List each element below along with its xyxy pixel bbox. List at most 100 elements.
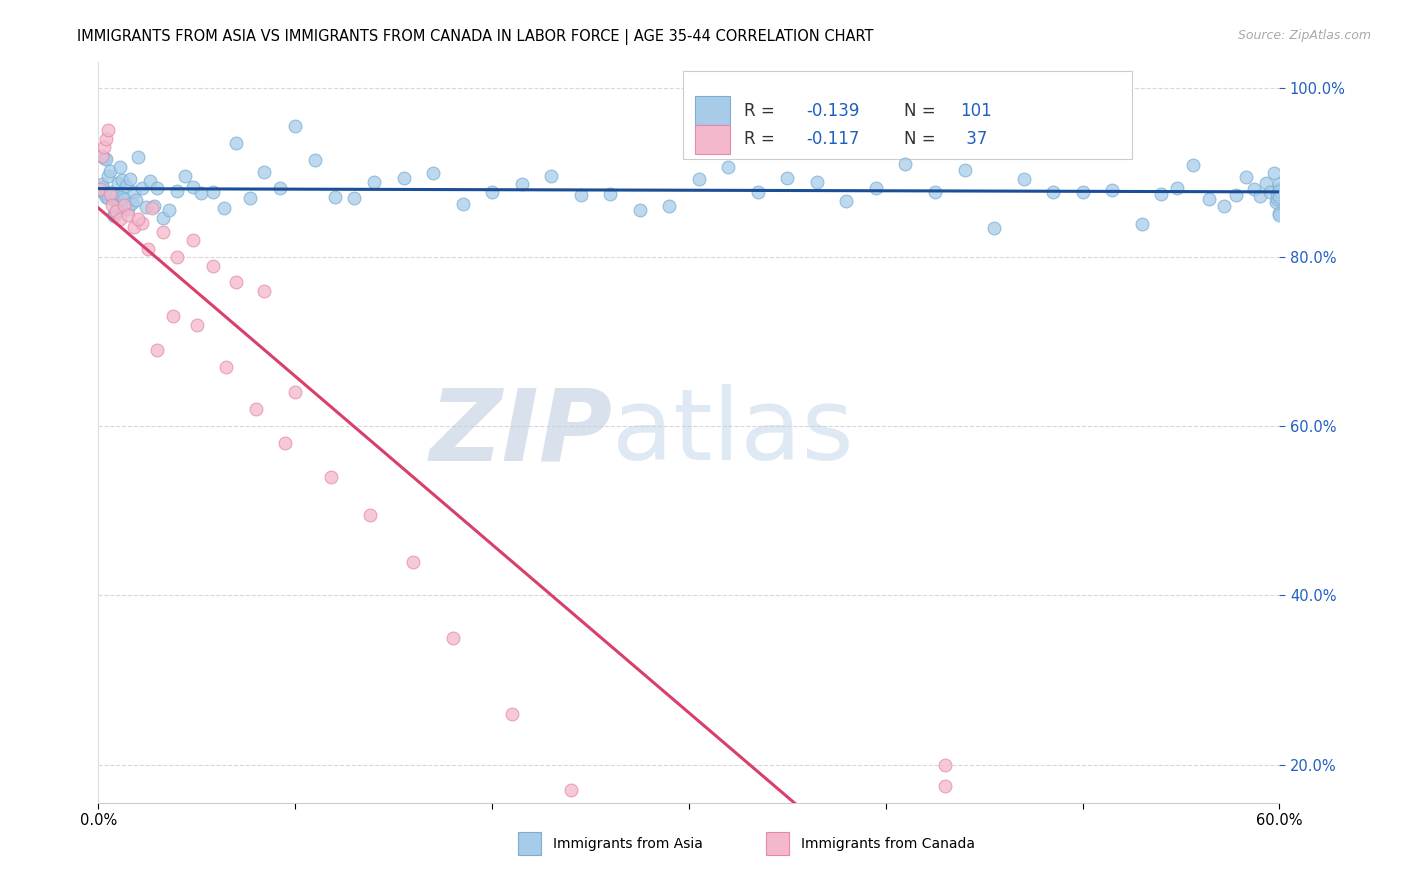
Point	[934, 779, 956, 793]
Point	[688, 171, 710, 186]
Point	[1258, 185, 1281, 199]
Point	[201, 259, 224, 273]
Point	[274, 436, 297, 450]
Point	[953, 162, 976, 177]
Point	[441, 631, 464, 645]
Point	[152, 211, 174, 225]
Point	[510, 178, 533, 192]
Point	[1071, 185, 1094, 199]
Point	[105, 189, 128, 203]
Point	[131, 216, 153, 230]
Point	[540, 169, 562, 184]
Point	[146, 343, 169, 358]
Point	[190, 186, 212, 200]
Point	[284, 385, 307, 400]
Point	[1268, 182, 1291, 196]
Point	[1268, 208, 1291, 222]
Point	[658, 199, 681, 213]
Point	[776, 171, 799, 186]
Point	[392, 170, 415, 185]
Point	[201, 186, 224, 200]
Point	[157, 202, 180, 217]
Point	[1150, 187, 1173, 202]
Point	[569, 188, 592, 202]
Point	[1181, 158, 1204, 172]
Point	[111, 190, 134, 204]
Point	[117, 202, 139, 216]
Point	[122, 220, 145, 235]
Point	[1268, 206, 1291, 220]
Point	[319, 470, 342, 484]
Point	[96, 152, 118, 166]
Point	[135, 200, 157, 214]
Point	[166, 250, 188, 264]
Point	[865, 181, 887, 195]
Point	[98, 185, 121, 199]
Point	[103, 207, 125, 221]
Point	[89, 182, 111, 196]
Text: R =: R =	[744, 130, 780, 148]
Point	[1166, 181, 1188, 195]
Text: ZIP: ZIP	[429, 384, 612, 481]
Point	[186, 318, 208, 332]
Point	[91, 177, 114, 191]
Point	[269, 181, 291, 195]
Point	[451, 197, 474, 211]
Point	[284, 119, 307, 133]
Point	[1243, 181, 1265, 195]
Point	[359, 508, 381, 522]
Point	[98, 186, 121, 201]
Point	[93, 186, 115, 200]
Point	[304, 153, 326, 167]
Point	[98, 164, 121, 178]
Text: 37: 37	[960, 130, 987, 148]
Point	[97, 191, 120, 205]
Point	[121, 195, 143, 210]
Point	[136, 242, 159, 256]
Point	[215, 359, 238, 374]
Point	[127, 150, 149, 164]
Point	[101, 191, 124, 205]
Point	[142, 199, 165, 213]
Point	[118, 172, 141, 186]
Point	[97, 169, 120, 183]
Point	[103, 209, 125, 223]
FancyBboxPatch shape	[766, 832, 789, 855]
Point	[239, 191, 262, 205]
Point	[1268, 184, 1291, 198]
Point	[93, 151, 115, 165]
Point	[1198, 192, 1220, 206]
Text: atlas: atlas	[612, 384, 853, 481]
Point	[117, 208, 139, 222]
FancyBboxPatch shape	[683, 71, 1132, 159]
Point	[141, 201, 163, 215]
Point	[97, 123, 120, 137]
Point	[1267, 192, 1289, 206]
Point	[1042, 186, 1064, 200]
Point	[93, 140, 115, 154]
Point	[108, 211, 131, 226]
Point	[481, 186, 503, 200]
Point	[101, 187, 124, 202]
Point	[108, 160, 131, 174]
Point	[1225, 188, 1247, 202]
Point	[115, 178, 138, 193]
Point	[1268, 177, 1291, 191]
Point	[127, 211, 149, 226]
Point	[1267, 186, 1289, 201]
Point	[560, 783, 582, 797]
Point	[107, 176, 129, 190]
Point	[501, 706, 523, 721]
Point	[835, 194, 858, 208]
Point	[131, 181, 153, 195]
Point	[894, 157, 917, 171]
Point	[1101, 183, 1123, 197]
Text: N =: N =	[904, 130, 941, 148]
Point	[1130, 217, 1153, 231]
Point	[152, 225, 174, 239]
Point	[1213, 199, 1236, 213]
FancyBboxPatch shape	[695, 95, 730, 126]
Point	[1268, 190, 1291, 204]
Point	[96, 190, 118, 204]
Point	[924, 185, 946, 199]
